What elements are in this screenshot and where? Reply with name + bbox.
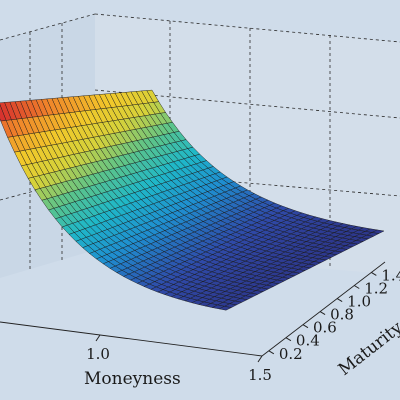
y-tick-mark — [371, 272, 377, 276]
y-tick-label: 0.2 — [279, 345, 303, 363]
x-tick-label: 1.0 — [86, 345, 110, 363]
surface-mesh — [0, 89, 385, 311]
y-tick-label: 0.6 — [313, 319, 337, 337]
x-axis-label: Moneyness — [84, 369, 181, 389]
y-axis-label: Maturity — [335, 318, 400, 380]
x-tick-mark — [95, 334, 101, 342]
surface-cell — [218, 306, 233, 311]
y-tick-mark — [302, 324, 309, 329]
y-tick-mark — [353, 285, 360, 289]
grid-line — [0, 13, 96, 41]
y-tick-mark — [336, 298, 343, 302]
x-tick-label: 1.5 — [248, 366, 272, 384]
y-axis-line — [261, 261, 386, 357]
x-tick-mark — [257, 355, 263, 363]
y-tick-label: 1.2 — [364, 280, 388, 298]
axes: 1.01.50.20.40.60.81.01.21.4 — [0, 261, 400, 384]
y-tick-mark — [285, 337, 292, 342]
x-axis-line — [0, 321, 263, 357]
y-tick-mark — [319, 311, 326, 316]
y-tick-label: 1.4 — [381, 266, 400, 284]
y-tick-label: 0.8 — [330, 306, 354, 324]
y-tick-mark — [268, 350, 275, 355]
y-tick-label: 0.4 — [296, 332, 320, 350]
y-tick-label: 1.0 — [347, 293, 371, 311]
